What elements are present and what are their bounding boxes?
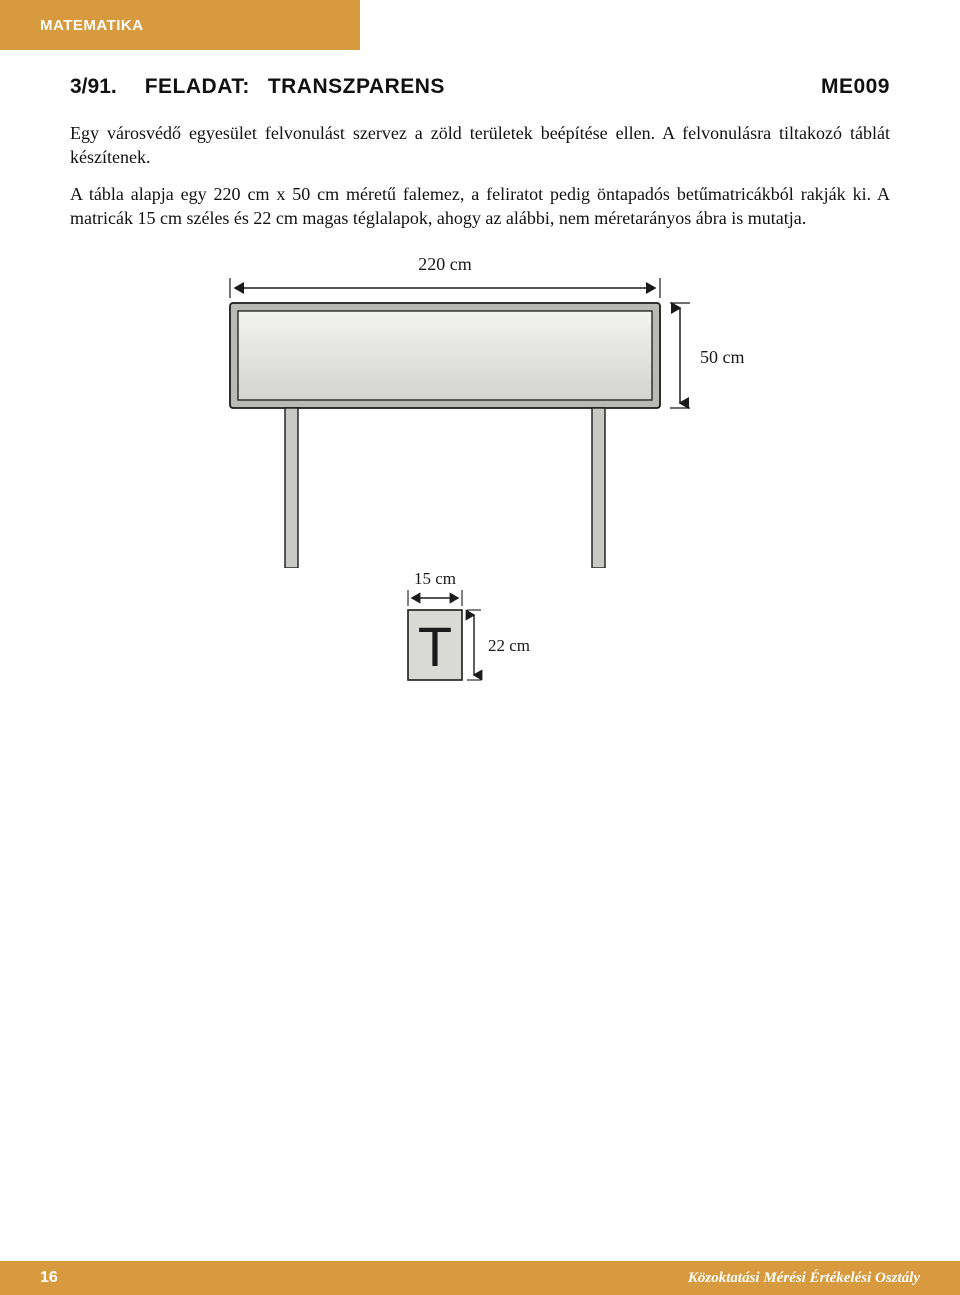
board-width-label: 220 cm [418,254,472,274]
post-right [592,408,605,568]
page-content: 3/91. FELADAT: TRANSZPARENS ME009 Egy vá… [0,50,960,688]
page-number: 16 [40,1269,58,1287]
task-number: 3/91. [70,75,117,99]
board-face [238,311,652,400]
diagram-area: 220 cm 50 cm [70,248,890,688]
board-height-label: 50 cm [700,347,745,367]
subject-label: MATEMATIKA [40,17,144,34]
footer: 16 Közoktatási Mérési Értékelési Osztály [0,1261,960,1295]
paragraph-1: Egy városvédő egyesület felvonulást szer… [70,121,890,170]
board-diagram: 220 cm 50 cm [170,248,790,568]
paragraph-2: A tábla alapja egy 220 cm x 50 cm méretű… [70,182,890,231]
tile-diagram: 15 cm T 22 cm [360,568,590,688]
tile-width-label: 15 cm [414,569,456,588]
footer-org: Közoktatási Mérési Értékelési Osztály [688,1270,920,1287]
task-code: ME009 [821,75,890,99]
tile-letter: T [418,615,452,678]
task-label: FELADAT: [145,75,250,98]
task-title: TRANSZPARENS [268,75,445,98]
task-heading: 3/91. FELADAT: TRANSZPARENS ME009 [70,75,890,99]
post-left [285,408,298,568]
header-tab: MATEMATIKA [0,0,360,50]
task-heading-left: 3/91. FELADAT: TRANSZPARENS [70,75,445,99]
tile-height-label: 22 cm [488,636,530,655]
